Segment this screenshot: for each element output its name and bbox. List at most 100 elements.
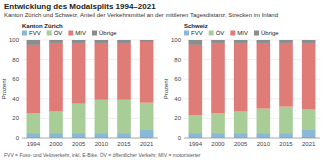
y-axis-label: Prozent (163, 78, 169, 99)
grid-line (22, 79, 158, 80)
bar-segment (27, 114, 41, 134)
legend-label: FVV (191, 30, 203, 36)
grid-line (22, 40, 158, 41)
grid-line (184, 98, 320, 99)
bar-segment (49, 133, 63, 138)
bar-segment (211, 133, 225, 138)
bar-segment (27, 40, 41, 45)
y-tick-label: 60 (174, 76, 181, 82)
legend-swatch (254, 31, 259, 36)
legend-swatch (68, 31, 73, 36)
legend-swatch (184, 31, 189, 36)
x-tick-label: 1994 (189, 141, 203, 147)
bar-segment (189, 115, 203, 133)
legend-swatch (230, 31, 235, 36)
subtitle-line: Kanton Zürich und Schweiz, Anteil der Ve… (4, 12, 278, 18)
bar-segment (279, 43, 293, 107)
x-tick-label: 2010 (95, 141, 109, 147)
bar-segment (234, 112, 248, 134)
y-tick-label: 80 (174, 57, 181, 63)
x-axis-line (184, 138, 320, 139)
bar-segment (72, 104, 86, 133)
bar-segment (117, 133, 131, 138)
legend-swatch (92, 31, 97, 36)
x-tick-label: 2015 (279, 141, 293, 147)
bar-segment (234, 43, 248, 112)
legend-label: ÖV (216, 30, 225, 36)
legend-label: Übrige (99, 30, 117, 36)
bar-segment (72, 40, 86, 43)
bar-segment (257, 40, 271, 43)
bar-segment (72, 133, 86, 138)
x-tick-label: 2015 (117, 141, 131, 147)
y-tick-label: 20 (174, 115, 181, 121)
grid-line (22, 118, 158, 119)
y-tick-label: 0 (178, 135, 182, 141)
subtitle: Kanton Zürich und Schweiz, Anteil der Ve… (4, 12, 278, 18)
bar-segment (302, 110, 316, 130)
y-tick-label: 80 (12, 57, 19, 63)
bar-segment (140, 40, 154, 42)
bar-segment (234, 40, 248, 43)
x-tick-label: 2005 (234, 141, 248, 147)
bar-segment (302, 129, 316, 138)
bar-segment (279, 107, 293, 133)
legend-swatch (47, 31, 52, 36)
bar-segment (234, 133, 248, 138)
grid-line (22, 98, 158, 99)
x-tick-label: 2021 (302, 141, 316, 147)
x-tick-label: 2021 (140, 141, 154, 147)
bar-segment (49, 40, 63, 43)
x-tick-label: 2010 (257, 141, 271, 147)
y-tick-label: 40 (12, 96, 19, 102)
title: Entwicklung des Modalsplits 1994–2021 (4, 2, 156, 11)
bar-segment (302, 40, 316, 43)
bars (27, 40, 154, 138)
grid-line (184, 138, 320, 139)
bar-segment (257, 109, 271, 134)
bar-segment (95, 133, 109, 138)
y-tick-label: 20 (12, 115, 19, 121)
legend-label: MIV (75, 30, 86, 36)
legend-label: FVV (29, 30, 41, 36)
bars (189, 40, 316, 138)
bar-segment (117, 40, 131, 43)
bar-segment (95, 40, 109, 43)
grid-line (22, 59, 158, 60)
grid-line (184, 59, 320, 60)
panel: Kanton ZürichFVVÖVMIVÜbrige020406080100P… (1, 23, 158, 147)
bar-segment (211, 40, 225, 43)
legend-title: Schweiz (184, 23, 208, 29)
bar-segment (27, 133, 41, 138)
panel: SchweizFVVÖVMIVÜbrige020406080100Prozent… (163, 23, 320, 147)
bar-segment (189, 45, 203, 116)
bar-segment (279, 133, 293, 138)
bar-segment (279, 40, 293, 43)
legend-label: Übrige (261, 30, 279, 36)
y-axis-label: Prozent (1, 78, 7, 99)
chart-root: Entwicklung des Modalsplits 1994–2021Kan… (0, 0, 324, 160)
bar-segment (189, 133, 203, 138)
x-axis-line (22, 138, 158, 139)
footnote: FVV = Fuss- und Veloverkehr, inkl. E-Bik… (4, 152, 201, 158)
bar-segment (211, 114, 225, 134)
y-tick-label: 40 (174, 96, 181, 102)
bar-segment (27, 45, 41, 114)
bar-segment (140, 103, 154, 129)
grid-line (184, 118, 320, 119)
bar-segment (95, 100, 109, 133)
x-tick-label: 2005 (72, 141, 86, 147)
legend-title: Kanton Zürich (22, 23, 63, 29)
legend-swatch (22, 31, 27, 36)
grid-line (184, 79, 320, 80)
bar-segment (189, 40, 203, 45)
x-tick-label: 2000 (49, 141, 63, 147)
bar-segment (49, 43, 63, 112)
x-tick-label: 2000 (211, 141, 225, 147)
bar-segment (302, 43, 316, 110)
y-tick-label: 60 (12, 76, 19, 82)
y-tick-label: 100 (171, 37, 182, 43)
grid-line (184, 40, 320, 41)
bar-segment (140, 129, 154, 138)
bar-segment (211, 43, 225, 114)
